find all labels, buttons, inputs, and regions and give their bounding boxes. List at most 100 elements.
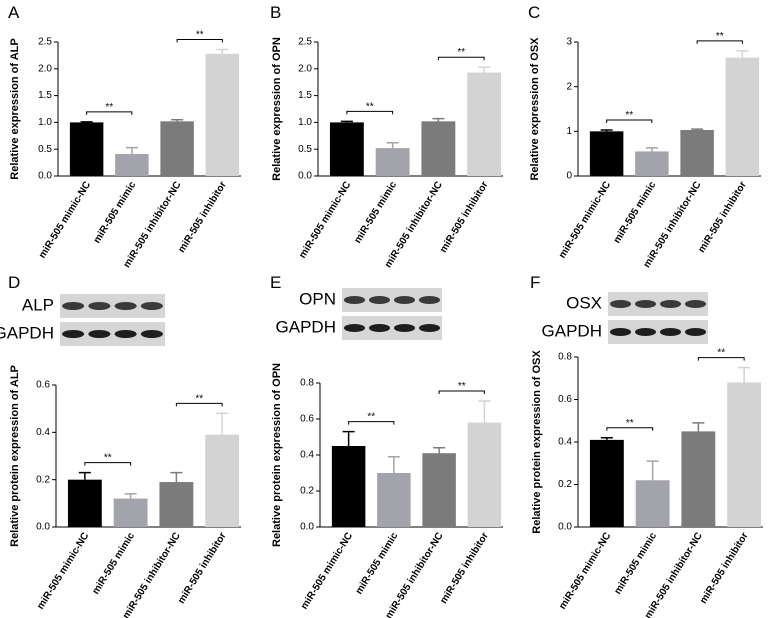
bar <box>421 121 456 176</box>
category-label: miR-505 mimic <box>90 530 137 596</box>
significance-bracket <box>606 427 654 431</box>
error-bar <box>216 48 229 54</box>
significance-label: ** <box>717 348 725 359</box>
panel-letter: C <box>528 3 540 22</box>
panel-letter: E <box>270 273 281 292</box>
bar <box>160 121 194 176</box>
y-axis-label: Relative protein expression of OSX <box>531 350 543 534</box>
y-tick-label: 0.5 <box>38 144 52 155</box>
bar <box>727 382 762 527</box>
panel-letter: B <box>270 3 281 22</box>
y-tick-label: 2.0 <box>298 63 312 74</box>
y-tick-label: 0.8 <box>300 378 314 389</box>
blot-band <box>684 300 707 308</box>
bar <box>725 57 760 177</box>
y-axis-label: Relative protein expression of ALP <box>9 365 21 547</box>
y-tick-label: 0.4 <box>558 437 572 448</box>
significance-bracket <box>84 462 132 466</box>
category-label: miR-505 mimic <box>612 530 659 596</box>
category-label: miR-505 mimic-NC <box>557 180 613 261</box>
significance-label: ** <box>104 453 112 464</box>
blot-band <box>114 330 137 338</box>
category-label: miR-505 mimic <box>92 179 139 245</box>
blot-band <box>393 324 416 332</box>
y-axis-label: Relative protein expression of OPN <box>271 363 283 547</box>
category-label: miR-505 mimic <box>352 179 399 245</box>
bar <box>467 72 502 176</box>
blot-label: GAPDH <box>276 317 336 336</box>
blot-band <box>393 296 416 304</box>
error-bar <box>692 422 705 432</box>
error-bar <box>600 437 613 440</box>
category-label: miR-505 inhibitor <box>698 531 751 606</box>
significance-bracket <box>175 402 223 407</box>
bar <box>205 434 240 527</box>
y-tick-label: 0.2 <box>36 474 50 485</box>
y-tick-label: 1.5 <box>38 90 52 101</box>
y-tick-label: 3 <box>566 37 572 48</box>
blot-band <box>659 300 682 308</box>
panel-letter: D <box>8 273 20 292</box>
y-axis-label: Relative expression of OPN <box>271 37 283 181</box>
significance-bracket <box>346 110 394 115</box>
significance-label: ** <box>458 381 466 392</box>
bar <box>681 431 716 527</box>
blot-band <box>62 302 85 310</box>
blot-band <box>343 324 366 332</box>
blot-band <box>343 296 366 304</box>
bar <box>329 122 364 176</box>
significance-label: ** <box>626 418 634 429</box>
significance-label: ** <box>625 110 633 121</box>
category-label: miR-505 inhibitor <box>696 180 749 255</box>
error-bar <box>80 121 93 123</box>
error-bar <box>387 456 400 473</box>
y-tick-label: 0.4 <box>300 450 314 461</box>
y-tick-label: 0.0 <box>298 171 312 182</box>
category-label: miR-505 mimic-NC <box>299 531 355 612</box>
blot-band <box>114 302 137 310</box>
category-label: miR-505 inhibitor <box>176 180 229 255</box>
blot-band <box>418 296 441 304</box>
category-label: miR-505 mimic-NC <box>297 180 353 261</box>
bar <box>422 453 456 527</box>
blot-band <box>609 300 632 308</box>
error-bar <box>78 471 91 480</box>
error-bar <box>432 117 445 122</box>
y-tick-label: 1 <box>566 126 572 137</box>
error-bar <box>738 366 751 383</box>
y-tick-label: 1.0 <box>38 117 52 128</box>
error-bar <box>171 118 184 122</box>
category-label: miR-505 mimic <box>612 179 659 245</box>
significance-bracket <box>697 357 745 361</box>
y-tick-label: 0.4 <box>36 427 50 438</box>
category-label: miR-505 mimic <box>354 530 401 596</box>
error-bar <box>646 460 659 481</box>
error-bar <box>691 128 704 130</box>
y-tick-label: 0.0 <box>36 522 50 533</box>
bar <box>375 148 410 176</box>
error-bar <box>478 66 491 73</box>
significance-bracket <box>176 39 223 43</box>
bar <box>205 53 240 176</box>
blot-label: GAPDH <box>542 321 602 340</box>
y-tick-label: 0.6 <box>558 394 572 405</box>
blot-band <box>88 302 111 310</box>
significance-label: ** <box>716 31 724 42</box>
error-bar <box>386 142 399 149</box>
blot-band <box>684 328 707 336</box>
category-label: miR-505 mimic-NC <box>557 531 613 612</box>
bar <box>589 131 624 176</box>
significance-bracket <box>348 421 395 425</box>
significance-bracket <box>438 390 485 394</box>
category-label: miR-505 inhibitor <box>438 531 491 606</box>
blot-band <box>418 324 441 332</box>
bar <box>635 480 670 527</box>
bar <box>67 479 102 527</box>
y-tick-label: 0.5 <box>298 144 312 155</box>
bar <box>680 129 714 176</box>
significance-label: ** <box>367 412 375 423</box>
y-tick-label: 2.5 <box>298 37 312 48</box>
blot-label: OPN <box>299 289 336 308</box>
bar <box>113 498 148 527</box>
y-tick-label: 0.0 <box>38 171 52 182</box>
